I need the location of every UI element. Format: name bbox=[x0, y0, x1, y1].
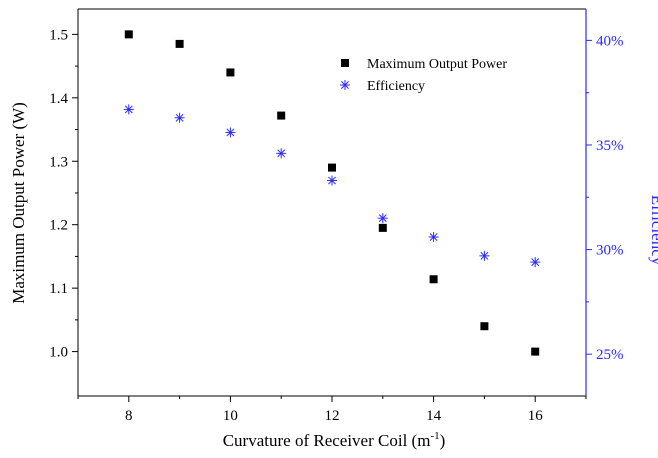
y-right-tick-label: 40% bbox=[596, 33, 624, 49]
data-point-square bbox=[378, 223, 387, 232]
y-left-tick-label: 1.5 bbox=[49, 27, 68, 43]
asterisk-stroke bbox=[328, 176, 336, 185]
data-point-square bbox=[429, 275, 438, 284]
data-point-asterisk bbox=[530, 257, 541, 268]
y-left-tick-label: 1.2 bbox=[49, 218, 68, 234]
asterisk-stroke bbox=[175, 113, 184, 122]
y-axis-left: 1.0 1.1 1.2 1.3 1.4 1.5 bbox=[49, 27, 78, 361]
asterisk-stroke bbox=[531, 258, 540, 267]
data-point-asterisk bbox=[377, 213, 388, 224]
data-point-asterisk bbox=[276, 148, 287, 159]
data-point-asterisk bbox=[428, 232, 439, 243]
data-point-asterisk bbox=[123, 104, 134, 115]
plot-frame bbox=[77, 8, 587, 397]
x-tick-label: 14 bbox=[426, 408, 442, 424]
y-axis-right-title: Efficiency bbox=[648, 195, 658, 266]
asterisk-stroke bbox=[124, 105, 133, 114]
x-tick-label: 16 bbox=[528, 408, 544, 424]
data-point-asterisk bbox=[340, 80, 350, 90]
y-axis-right: 25% 30% 35% 40% bbox=[586, 33, 624, 363]
series-maximum-output-power bbox=[124, 30, 540, 356]
y-axis-left-title: Maximum Output Power (W) bbox=[9, 102, 28, 304]
y-left-tick-label: 1.1 bbox=[49, 281, 68, 297]
data-point-asterisk bbox=[174, 112, 185, 123]
y-left-tick-label: 1.4 bbox=[49, 91, 68, 107]
legend-label-power: Maximum Output Power bbox=[367, 57, 507, 72]
data-point-square bbox=[341, 59, 349, 67]
data-point-asterisk bbox=[479, 250, 490, 261]
data-point-square bbox=[531, 347, 540, 356]
data-point-square bbox=[226, 68, 235, 77]
y-left-tick-label: 1.0 bbox=[49, 345, 68, 361]
data-point-asterisk bbox=[327, 175, 337, 186]
y-left-tick-label: 1.3 bbox=[49, 154, 68, 170]
asterisk-stroke bbox=[429, 233, 438, 241]
asterisk-stroke bbox=[226, 128, 235, 137]
data-point-square bbox=[124, 30, 133, 39]
data-point-square bbox=[480, 322, 489, 331]
x-tick-label: 8 bbox=[125, 408, 133, 424]
asterisk-stroke bbox=[378, 214, 387, 223]
data-point-asterisk bbox=[225, 127, 236, 138]
x-tick-label: 10 bbox=[223, 408, 238, 424]
series-efficiency bbox=[123, 104, 541, 268]
asterisk-stroke bbox=[480, 251, 489, 260]
data-point-square bbox=[277, 111, 286, 120]
data-point-square bbox=[175, 39, 184, 48]
y-right-tick-label: 25% bbox=[596, 347, 624, 363]
legend: Maximum Output Power Efficiency bbox=[340, 57, 507, 94]
legend-label-efficiency: Efficiency bbox=[367, 79, 425, 94]
x-axis-title: Curvature of Receiver Coil (m-1) bbox=[223, 430, 446, 450]
asterisk-stroke bbox=[277, 149, 286, 158]
asterisk-stroke bbox=[341, 81, 349, 89]
data-point-square bbox=[328, 163, 336, 172]
x-axis: 8 10 12 14 16 bbox=[77, 396, 587, 424]
y-right-tick-label: 35% bbox=[596, 138, 624, 154]
y-right-tick-label: 30% bbox=[596, 243, 624, 259]
x-tick-label: 12 bbox=[325, 408, 340, 424]
